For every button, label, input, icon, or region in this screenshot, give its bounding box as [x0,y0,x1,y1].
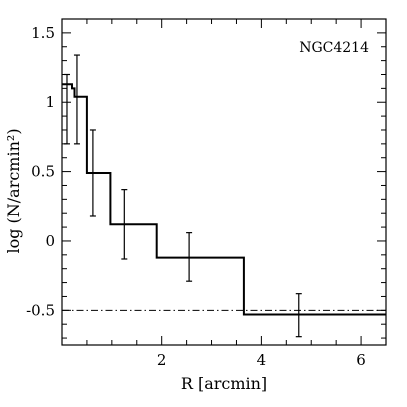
annotation-label: NGC4214 [299,40,369,56]
error-bar [121,189,128,260]
y-tick-label: 1 [45,93,55,111]
error-bar [73,54,80,145]
x-tick-label: 4 [257,351,267,369]
y-tick-label: 0 [45,232,55,250]
y-tick-label: -0.5 [26,301,55,319]
x-tick-label: 6 [356,351,366,369]
y-tick-label: 1.5 [31,24,55,42]
error-bar [295,293,302,338]
axis-ticks [62,19,386,345]
histogram-steps [62,83,386,316]
plot-frame [61,18,387,346]
error-bar [186,232,193,282]
tick-labels: 2 4 6 -0.5 0 0.5 1 1.5 [26,24,366,369]
x-axis-title: R [arcmin] [181,374,267,393]
y-axis-title: log (N/arcmin²) [4,128,23,253]
plot-area [61,18,387,346]
error-bar [89,129,96,217]
x-tick-label: 2 [157,351,167,369]
y-tick-label: 0.5 [31,163,55,181]
